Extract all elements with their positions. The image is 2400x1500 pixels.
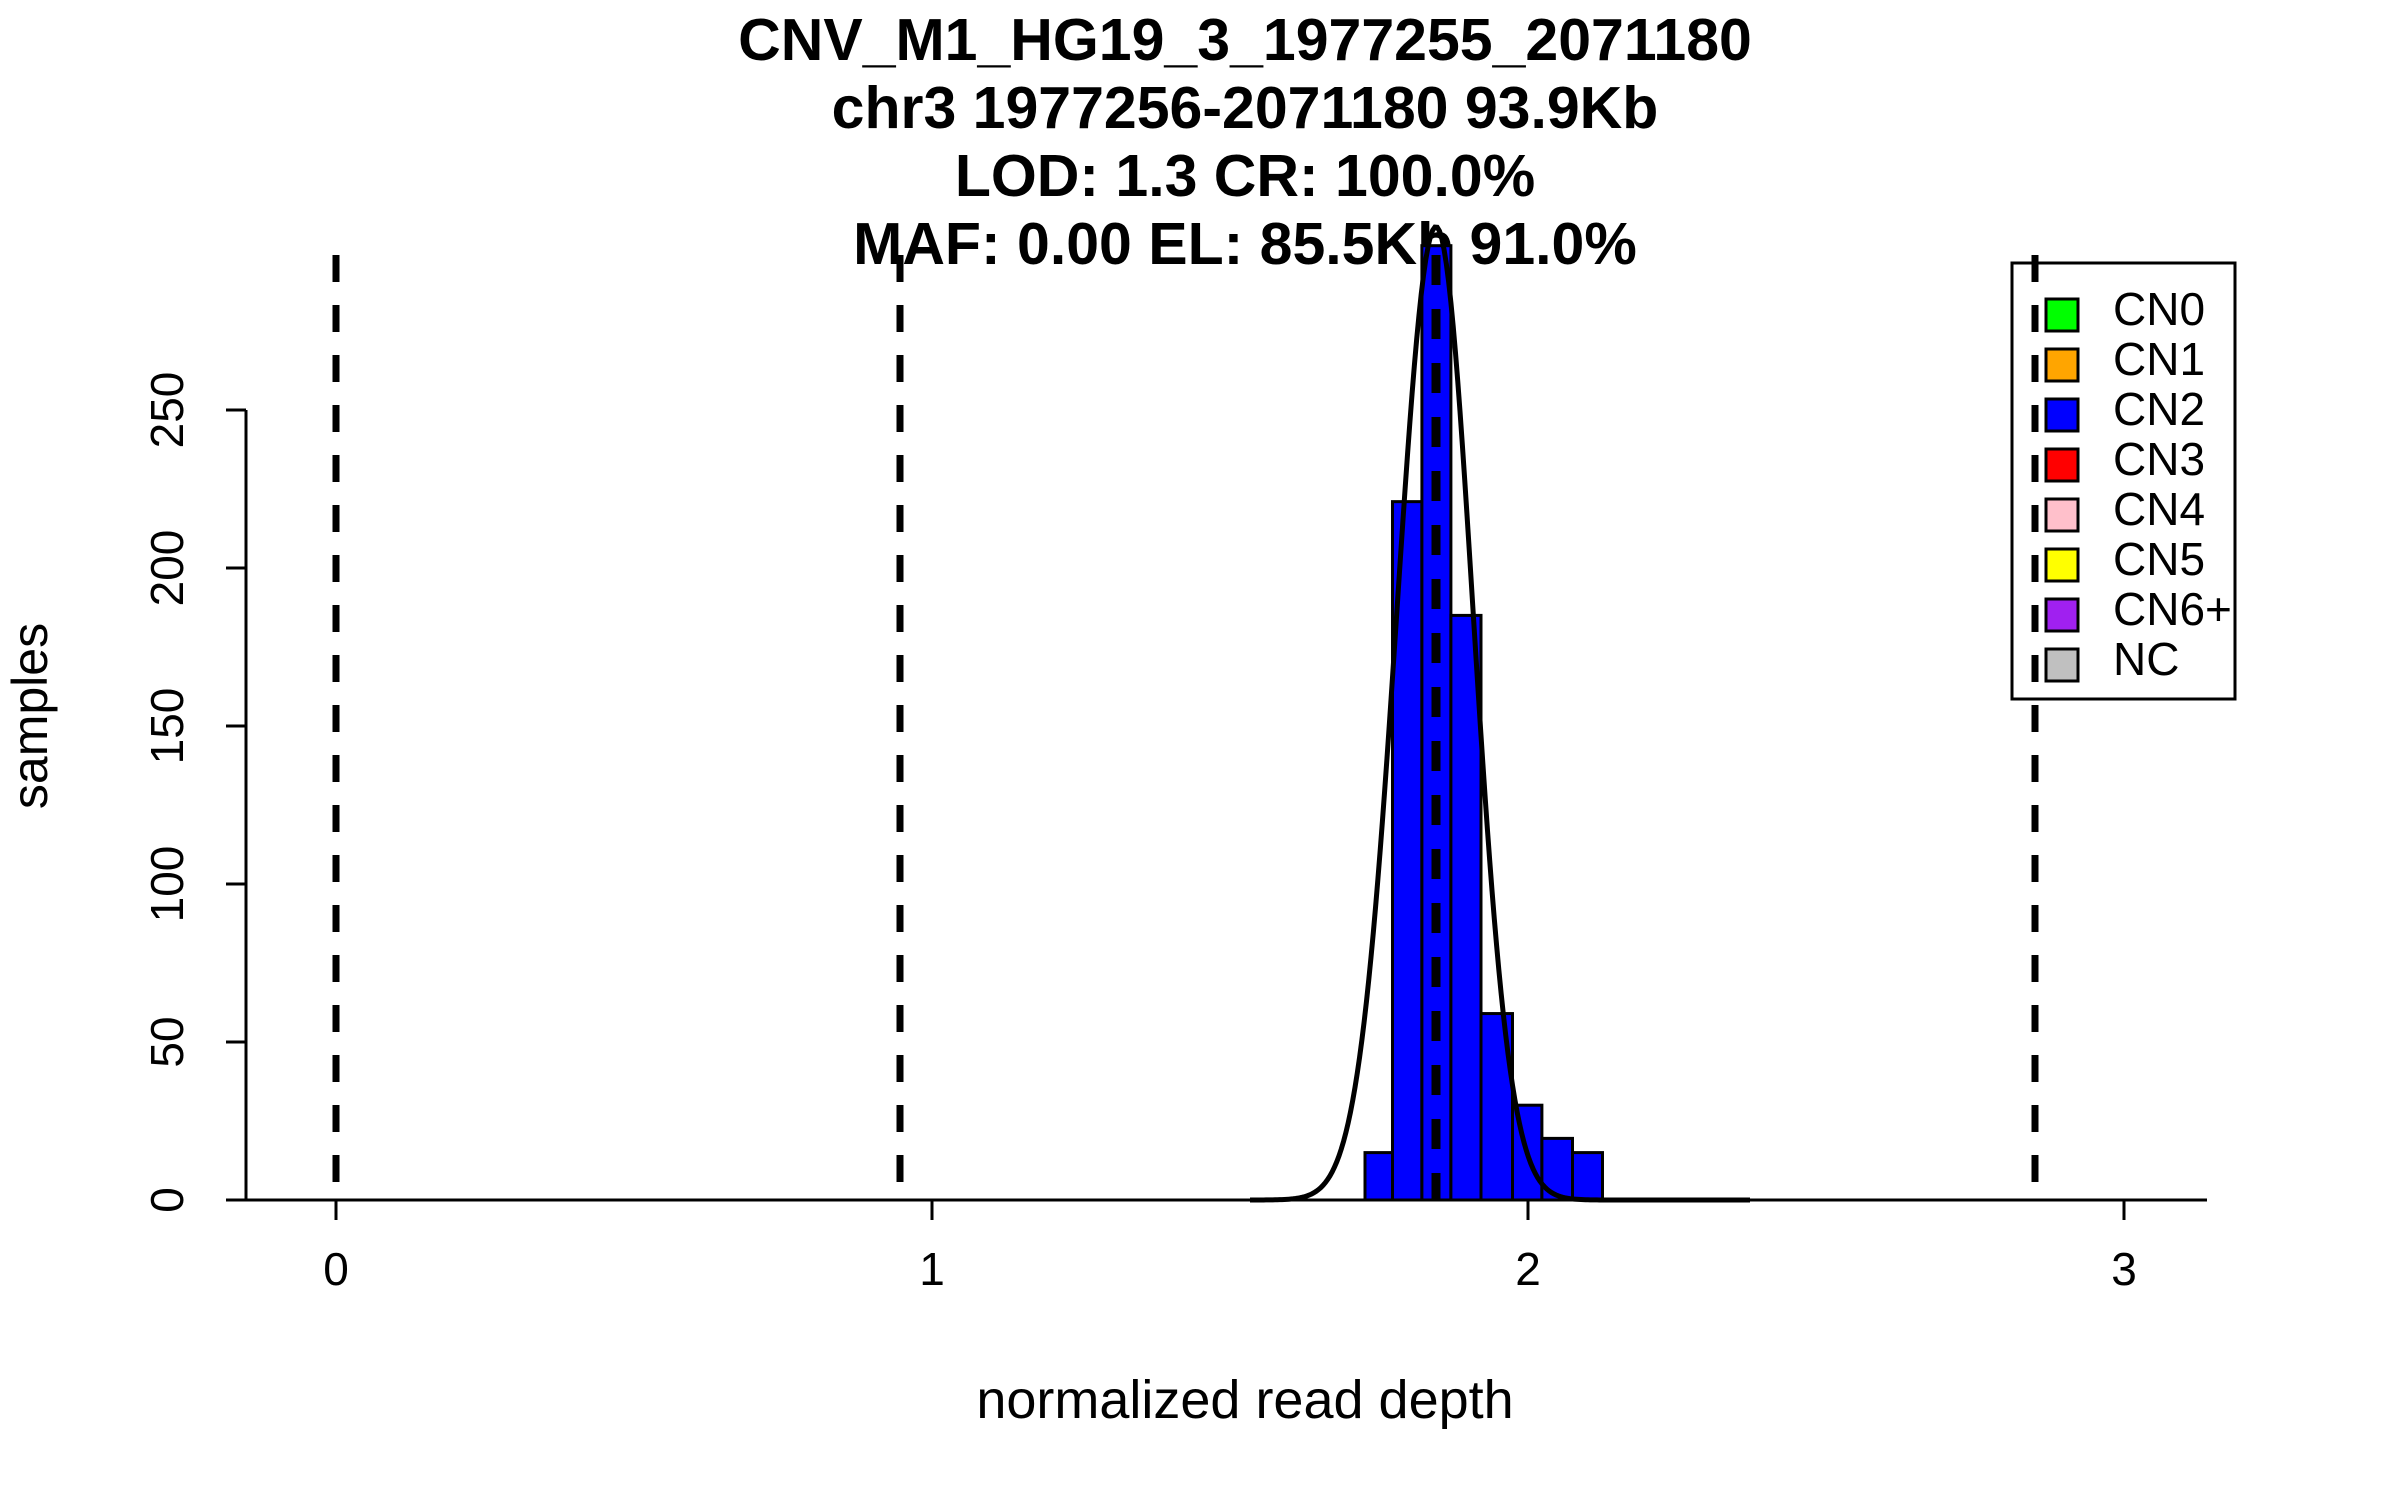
svg-text:NC: NC [2113, 633, 2179, 685]
svg-text:CN4: CN4 [2113, 483, 2205, 535]
svg-text:CN2: CN2 [2113, 383, 2205, 435]
svg-text:CN6+: CN6+ [2113, 583, 2232, 635]
svg-text:3: 3 [2111, 1243, 2137, 1295]
svg-text:250: 250 [141, 372, 193, 449]
svg-text:LOD: 1.3 CR: 100.0%: LOD: 1.3 CR: 100.0% [955, 143, 1535, 209]
svg-text:100: 100 [141, 846, 193, 923]
svg-text:CN5: CN5 [2113, 533, 2205, 585]
svg-text:200: 200 [141, 530, 193, 607]
svg-text:MAF: 0.00 EL: 85.5Kb 91.0%: MAF: 0.00 EL: 85.5Kb 91.0% [853, 211, 1637, 277]
svg-text:CNV_M1_HG19_3_1977255_2071180: CNV_M1_HG19_3_1977255_2071180 [738, 7, 1752, 73]
svg-text:2: 2 [1515, 1243, 1541, 1295]
svg-text:CN3: CN3 [2113, 433, 2205, 485]
svg-text:chr3 1977256-2071180 93.9Kb: chr3 1977256-2071180 93.9Kb [832, 75, 1659, 141]
svg-text:50: 50 [141, 1016, 193, 1067]
svg-text:1: 1 [919, 1243, 945, 1295]
svg-text:0: 0 [323, 1243, 349, 1295]
svg-text:normalized read depth: normalized read depth [976, 1370, 1513, 1430]
svg-text:150: 150 [141, 688, 193, 765]
svg-text:CN1: CN1 [2113, 333, 2205, 385]
svg-text:samples: samples [2, 623, 58, 809]
svg-text:0: 0 [141, 1187, 193, 1213]
svg-text:CN0: CN0 [2113, 283, 2205, 335]
